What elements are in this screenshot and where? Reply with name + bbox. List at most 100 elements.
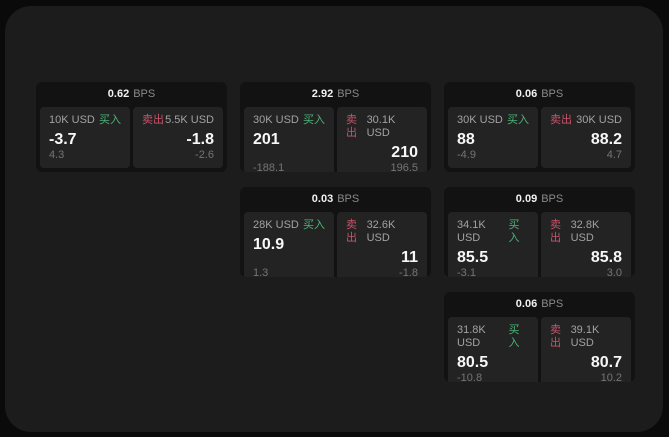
sell-side-label: 卖出 — [142, 114, 164, 126]
bps-spread-header: 0.03 BPS — [240, 187, 431, 210]
sell-panel-header: 卖出 39.1K USD — [550, 324, 622, 350]
bps-unit-label: BPS — [337, 88, 360, 100]
sell-price-value: -1.8 — [186, 131, 214, 148]
quote-panels: 30K USD 买入 88 -4.9 卖出 30K USD 88.2 4.7 — [444, 105, 635, 172]
bps-unit-label: BPS — [337, 193, 360, 205]
buy-side-label: 买入 — [303, 219, 325, 231]
sell-side-label: 卖出 — [550, 219, 561, 244]
bps-unit-label: BPS — [541, 298, 564, 310]
sell-sub-value: 3.0 — [606, 267, 622, 277]
buy-price-value: 88 — [457, 131, 475, 148]
quote-panels: 31.8K USD 买入 80.5 -10.8 卖出 39.1K USD 80.… — [444, 315, 635, 382]
bps-spread-value: 0.62 — [107, 88, 130, 100]
sell-price-value: 210 — [391, 144, 418, 161]
sell-panel-header: 卖出 5.5K USD — [142, 114, 214, 127]
buy-price-value: -3.7 — [49, 131, 77, 148]
sell-price-value: 80.7 — [590, 354, 622, 371]
buy-sub-value: 4.3 — [49, 149, 65, 161]
buy-side-label: 买入 — [508, 219, 520, 244]
buy-panel-header: 31.8K USD 买入 — [457, 324, 529, 350]
buy-panel-header: 30K USD 买入 — [253, 114, 325, 127]
buy-quote-panel[interactable]: 10K USD 买入 -3.7 4.3 — [40, 107, 130, 168]
buy-side-label: 买入 — [303, 114, 325, 126]
sell-panel-header: 卖出 30K USD — [550, 114, 622, 127]
bps-spread-value: 2.92 — [311, 88, 334, 100]
quote-card: 0.06 BPS 30K USD 买入 88 -4.9 卖出 30K USD 8… — [444, 82, 635, 172]
bps-spread-header: 0.62 BPS — [36, 82, 227, 105]
sell-panel-header: 卖出 32.6K USD — [346, 219, 418, 245]
sell-amount-label: 32.6K USD — [366, 219, 396, 244]
sell-amount-label: 30.1K USD — [366, 114, 396, 139]
app-window: 0.62 BPS 10K USD 买入 -3.7 4.3 卖出 5.5K USD… — [5, 6, 663, 432]
buy-price-value: 201 — [253, 131, 280, 148]
buy-sub-value: -10.8 — [457, 372, 483, 382]
buy-amount-label: 34.1K USD — [457, 219, 486, 244]
quote-card: 0.62 BPS 10K USD 买入 -3.7 4.3 卖出 5.5K USD… — [36, 82, 227, 172]
buy-price-value: 80.5 — [457, 354, 489, 371]
sell-price-value: 88.2 — [590, 131, 622, 148]
buy-panel-header: 28K USD 买入 — [253, 219, 325, 232]
sell-sub-value: 10.2 — [600, 372, 622, 382]
bps-spread-value: 0.03 — [311, 193, 334, 205]
sell-quote-panel[interactable]: 卖出 32.6K USD 11 -1.8 — [337, 212, 427, 277]
buy-quote-panel[interactable]: 28K USD 买入 10.9 1.3 — [244, 212, 334, 277]
buy-side-label: 买入 — [99, 114, 121, 126]
sell-quote-panel[interactable]: 卖出 5.5K USD -1.8 -2.6 — [133, 107, 223, 168]
buy-sub-value: -3.1 — [457, 267, 476, 277]
sell-sub-value: 4.7 — [606, 149, 622, 161]
buy-amount-label: 31.8K USD — [457, 324, 486, 349]
sell-quote-panel[interactable]: 卖出 30.1K USD 210 196.5 — [337, 107, 427, 172]
buy-sub-value: 1.3 — [253, 267, 269, 277]
sell-sub-value: -2.6 — [195, 149, 214, 161]
buy-panel-header: 30K USD 买入 — [457, 114, 529, 127]
quote-cards-grid: 0.62 BPS 10K USD 买入 -3.7 4.3 卖出 5.5K USD… — [36, 82, 635, 382]
bps-unit-label: BPS — [541, 193, 564, 205]
buy-amount-label: 30K USD — [457, 114, 503, 126]
sell-amount-label: 32.8K USD — [570, 219, 600, 244]
bps-spread-header: 2.92 BPS — [240, 82, 431, 105]
sell-quote-panel[interactable]: 卖出 39.1K USD 80.7 10.2 — [541, 317, 631, 382]
buy-sub-value: -188.1 — [253, 162, 285, 172]
bps-spread-header: 0.06 BPS — [444, 82, 635, 105]
buy-side-label: 买入 — [508, 324, 520, 349]
sell-amount-label: 39.1K USD — [570, 324, 600, 349]
buy-amount-label: 28K USD — [253, 219, 299, 231]
bps-spread-value: 0.06 — [515, 88, 538, 100]
bps-spread-value: 0.09 — [515, 193, 538, 205]
buy-panel-header: 34.1K USD 买入 — [457, 219, 529, 245]
buy-quote-panel[interactable]: 34.1K USD 买入 85.5 -3.1 — [448, 212, 538, 277]
sell-side-label: 卖出 — [346, 219, 357, 244]
sell-side-label: 卖出 — [346, 114, 357, 139]
quote-panels: 30K USD 买入 201 -188.1 卖出 30.1K USD 210 1… — [240, 105, 431, 172]
sell-price-value: 11 — [401, 249, 418, 266]
sell-sub-value: 196.5 — [390, 162, 418, 172]
quote-panels: 34.1K USD 买入 85.5 -3.1 卖出 32.8K USD 85.8… — [444, 210, 635, 277]
quote-panels: 28K USD 买入 10.9 1.3 卖出 32.6K USD 11 -1.8 — [240, 210, 431, 277]
sell-quote-panel[interactable]: 卖出 32.8K USD 85.8 3.0 — [541, 212, 631, 277]
buy-price-value: 10.9 — [253, 236, 285, 253]
sell-amount-label: 5.5K USD — [165, 114, 214, 126]
bps-spread-value: 0.06 — [515, 298, 538, 310]
buy-quote-panel[interactable]: 30K USD 买入 88 -4.9 — [448, 107, 538, 168]
sell-side-label: 卖出 — [550, 324, 561, 349]
bps-unit-label: BPS — [541, 88, 564, 100]
sell-price-value: 85.8 — [590, 249, 622, 266]
bps-unit-label: BPS — [133, 88, 156, 100]
bps-spread-header: 0.06 BPS — [444, 292, 635, 315]
buy-price-value: 85.5 — [457, 249, 489, 266]
buy-amount-label: 10K USD — [49, 114, 95, 126]
quote-card: 0.03 BPS 28K USD 买入 10.9 1.3 卖出 32.6K US… — [240, 187, 431, 277]
sell-quote-panel[interactable]: 卖出 30K USD 88.2 4.7 — [541, 107, 631, 168]
quote-card: 0.09 BPS 34.1K USD 买入 85.5 -3.1 卖出 32.8K… — [444, 187, 635, 277]
buy-side-label: 买入 — [507, 114, 529, 126]
sell-panel-header: 卖出 32.8K USD — [550, 219, 622, 245]
sell-side-label: 卖出 — [550, 114, 572, 126]
sell-amount-label: 30K USD — [576, 114, 622, 126]
buy-panel-header: 10K USD 买入 — [49, 114, 121, 127]
buy-quote-panel[interactable]: 31.8K USD 买入 80.5 -10.8 — [448, 317, 538, 382]
buy-sub-value: -4.9 — [457, 149, 476, 161]
buy-amount-label: 30K USD — [253, 114, 299, 126]
buy-quote-panel[interactable]: 30K USD 买入 201 -188.1 — [244, 107, 334, 172]
quote-card: 2.92 BPS 30K USD 买入 201 -188.1 卖出 30.1K … — [240, 82, 431, 172]
sell-sub-value: -1.8 — [399, 267, 418, 277]
